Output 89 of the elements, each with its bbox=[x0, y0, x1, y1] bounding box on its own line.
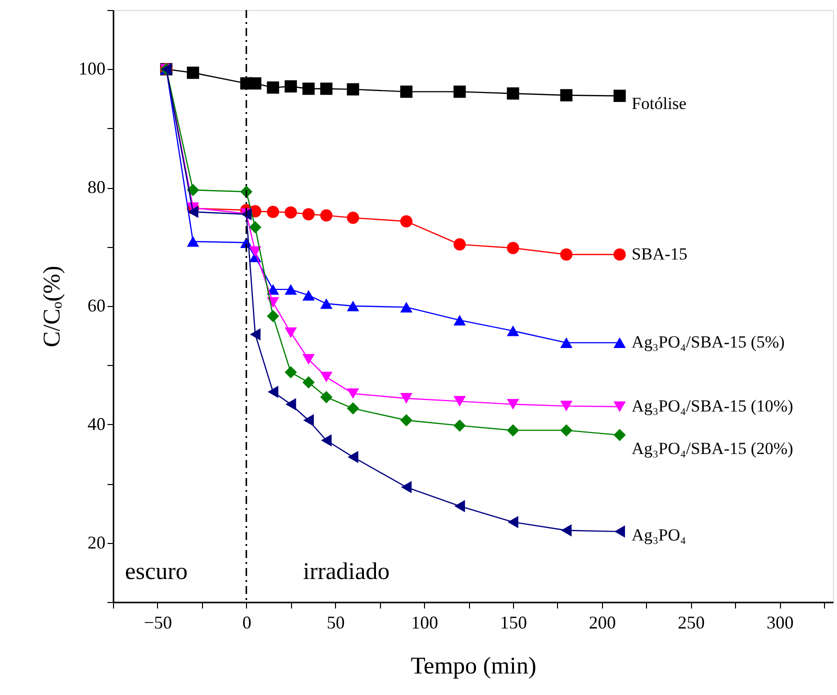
point bbox=[506, 424, 520, 436]
x-tick-label: 0 bbox=[242, 612, 252, 632]
point bbox=[614, 525, 625, 538]
series-label: Ag₃PO₄/SBA-15 (5%) bbox=[632, 332, 785, 352]
x-tick-label: 250 bbox=[678, 612, 705, 632]
y-tick-label: 100 bbox=[78, 58, 106, 79]
y-tick-label: 20 bbox=[88, 532, 106, 552]
point bbox=[506, 87, 520, 100]
point bbox=[320, 298, 332, 309]
point bbox=[560, 248, 572, 261]
y-tick-label: 80 bbox=[88, 177, 106, 198]
point bbox=[560, 337, 572, 348]
point bbox=[348, 450, 358, 464]
point bbox=[400, 302, 412, 312]
point bbox=[400, 215, 412, 228]
x-tick-label: 50 bbox=[326, 612, 345, 632]
annotation: escuro bbox=[125, 559, 188, 585]
point bbox=[320, 209, 332, 222]
point bbox=[302, 208, 315, 220]
point bbox=[506, 398, 520, 410]
x-tick-label: 300 bbox=[766, 612, 794, 632]
point bbox=[284, 284, 297, 295]
point bbox=[400, 393, 412, 404]
point bbox=[302, 354, 315, 365]
point bbox=[284, 366, 297, 378]
x-axis-title: Tempo (min) bbox=[410, 654, 536, 680]
point bbox=[401, 481, 412, 494]
series-label: SBA-15 bbox=[632, 244, 688, 264]
y-tick-label: 60 bbox=[88, 296, 106, 316]
point bbox=[320, 82, 332, 95]
series-label: Ag₃PO₄ bbox=[632, 526, 686, 545]
point bbox=[614, 401, 626, 412]
point bbox=[266, 206, 280, 218]
point bbox=[561, 524, 572, 536]
point bbox=[249, 221, 262, 234]
series-label: Ag₃PO₄/SBA-15 (10%) bbox=[632, 396, 794, 416]
point bbox=[186, 66, 200, 79]
x-tick-label: 100 bbox=[411, 612, 438, 632]
x-tick-label: 150 bbox=[500, 612, 527, 632]
annotation: irradiado bbox=[303, 559, 390, 585]
y-axis-title: C/Cₒ(%) bbox=[40, 266, 66, 348]
point bbox=[400, 414, 412, 426]
point bbox=[454, 500, 465, 512]
point bbox=[266, 310, 280, 322]
point bbox=[249, 77, 262, 90]
point bbox=[454, 314, 466, 326]
point bbox=[186, 236, 200, 247]
x-tick-label: 200 bbox=[588, 612, 616, 632]
point bbox=[186, 184, 200, 196]
point bbox=[614, 337, 626, 348]
point bbox=[284, 80, 297, 92]
point bbox=[454, 419, 466, 432]
point bbox=[346, 388, 360, 399]
point bbox=[302, 82, 315, 95]
point bbox=[284, 206, 297, 219]
point bbox=[320, 391, 332, 404]
point bbox=[400, 86, 412, 98]
point bbox=[506, 326, 520, 336]
y-tick-label: 40 bbox=[88, 414, 106, 434]
point bbox=[454, 86, 466, 98]
point bbox=[560, 424, 572, 436]
point bbox=[302, 290, 315, 301]
x-tick-label: −50 bbox=[144, 612, 172, 632]
point bbox=[249, 246, 262, 257]
point bbox=[302, 376, 315, 388]
point bbox=[506, 242, 520, 254]
point bbox=[320, 372, 332, 382]
point bbox=[454, 396, 466, 407]
point bbox=[346, 212, 360, 224]
point bbox=[508, 516, 518, 528]
point bbox=[560, 400, 572, 412]
point bbox=[188, 206, 198, 218]
point bbox=[454, 238, 466, 251]
point bbox=[346, 83, 360, 96]
series-label: Fotólise bbox=[632, 94, 686, 113]
point bbox=[303, 414, 314, 426]
series-label: Ag₃PO₄/SBA-15 (20%) bbox=[632, 439, 794, 458]
point bbox=[614, 428, 626, 442]
point bbox=[284, 327, 297, 338]
point bbox=[321, 434, 332, 447]
point bbox=[285, 398, 296, 410]
point bbox=[614, 90, 626, 102]
point bbox=[250, 328, 261, 341]
point bbox=[346, 402, 360, 415]
point bbox=[266, 81, 280, 94]
point bbox=[614, 248, 626, 261]
point bbox=[560, 89, 572, 102]
point bbox=[268, 386, 278, 398]
point bbox=[346, 300, 360, 312]
